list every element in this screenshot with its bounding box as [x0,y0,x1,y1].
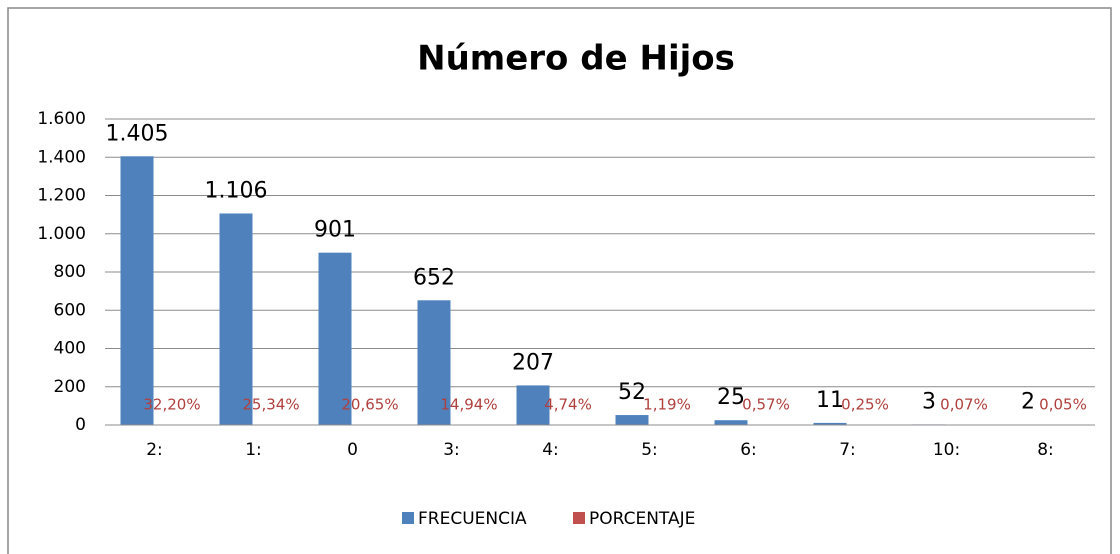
x-tick-label: 10: [933,440,960,460]
value-label: 20,65% [341,395,398,413]
value-label: 2 [1021,390,1035,415]
legend-label: PORCENTAJE [589,509,695,529]
y-tick-label: 1.200 [37,186,86,206]
value-label: 3 [922,389,936,414]
y-tick-label: 800 [54,262,86,282]
value-label: 0,25% [841,395,889,413]
chart-title: Número de Hijos [417,39,735,79]
y-tick-label: 1.000 [37,224,86,244]
legend-swatch [402,512,414,524]
x-tick-label: 6: [740,440,757,460]
y-tick-label: 600 [54,300,86,320]
value-label: 25,34% [242,395,299,413]
value-label: 32,20% [143,395,200,413]
value-label: 1.405 [106,121,169,146]
x-tick-label: 8: [1037,440,1054,460]
x-tick-label: 0 [347,440,358,460]
legend-swatch [573,512,585,524]
x-tick-label: 2: [146,440,163,460]
chart-frame [7,7,1112,554]
y-tick-label: 400 [54,339,86,359]
x-tick-label: 5: [641,440,658,460]
x-tick-label: 7: [839,440,856,460]
value-label: 901 [314,218,356,243]
value-label: 25 [717,385,745,410]
bar [516,385,550,425]
value-label: 1,19% [643,395,691,413]
value-label: 1.106 [205,178,268,203]
bar [714,420,748,425]
y-tick-label: 1.400 [37,147,86,167]
value-label: 52 [618,380,646,405]
x-tick-label: 4: [542,440,559,460]
value-label: 0,57% [742,395,790,413]
legend-label: FRECUENCIA [418,509,527,529]
y-tick-label: 1.600 [37,109,86,129]
value-label: 652 [413,265,455,290]
bar [813,422,847,425]
x-tick-label: 3: [443,440,460,460]
value-label: 11 [816,388,844,413]
value-label: 0,05% [1039,395,1087,413]
y-tick-label: 200 [54,377,86,397]
bar [318,252,352,425]
value-label: 0,07% [940,395,988,413]
value-label: 4,74% [544,395,592,413]
bar [219,213,253,425]
value-label: 14,94% [440,395,497,413]
y-tick-label: 0 [75,415,86,435]
bar [120,156,154,425]
bar [615,415,649,425]
bar [417,300,451,425]
x-tick-label: 1: [245,440,262,460]
value-label: 207 [512,350,554,375]
